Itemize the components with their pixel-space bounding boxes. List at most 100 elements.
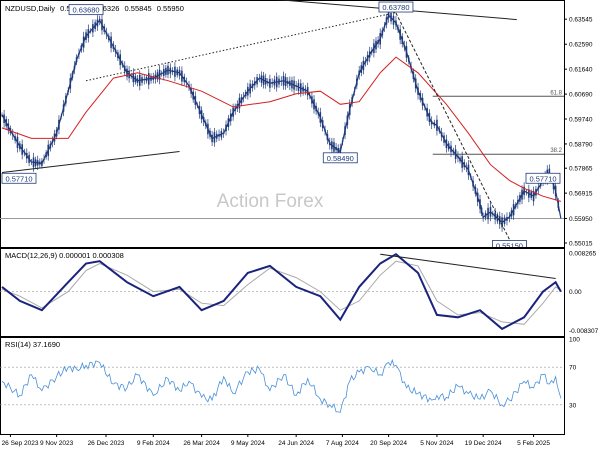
candle-body [174,66,176,77]
candle-body [229,113,232,122]
candle-body [47,144,50,157]
candle-body [213,132,216,143]
candle-body [141,77,143,83]
trendline [85,12,397,82]
candle-body [209,130,211,137]
rsi-line [1,358,562,413]
candle-body [5,119,8,127]
candle-body [45,152,47,158]
candle-body [92,24,94,33]
x-tick-label: 19 Dec 2024 [465,440,502,447]
candle-body [319,112,322,123]
macd-panel-frame [0,248,565,337]
candle-body [548,168,551,176]
candle-body [143,79,146,81]
candle-body [71,72,74,79]
candle-body [295,85,297,87]
candle-body [421,97,424,106]
x-tick-label: 26 Sep 2023 [2,440,39,447]
candle-body [196,104,199,106]
x-tick-label: 24 Jun 2024 [278,440,314,447]
candle-body [80,45,83,51]
candle-body [16,136,19,148]
candle-body [479,199,481,209]
candle-body [205,122,207,126]
candle-body [3,114,5,124]
candle-body [364,60,367,63]
candle-body [123,65,126,72]
candle-body [112,44,115,49]
candle-body [482,217,484,218]
candle-body [521,189,523,200]
candle-body [489,207,492,217]
candle-body [264,78,267,85]
candle-body [539,182,542,187]
candle-body [32,157,35,168]
candle-body [19,143,21,150]
candle-body [167,65,169,75]
candle-body [176,69,179,76]
candle-body [469,175,472,178]
candle-body [494,212,496,220]
candle-body [260,75,263,83]
candle-body [200,110,203,120]
candle-body [181,70,183,82]
candle-body [192,91,195,100]
rsi-plot [0,358,564,413]
candle-body [171,70,174,73]
x-tick-label: 7 Aug 2024 [326,440,359,447]
price-axis: 0.63545 0.62590 0.61640 0.60690 0.59740 0.587… [564,17,593,247]
y-tick-label: 0.55950 [569,216,593,223]
header-low: 0.55845 [125,4,152,13]
candle-body [43,158,45,160]
candle-body [484,212,487,218]
candle-body [266,81,269,84]
candle-body [178,69,181,76]
candle-body [14,136,16,141]
candle-body [82,36,85,48]
candle-body [232,107,234,117]
candle-body [190,87,192,94]
candle-body [328,142,331,146]
candle-body [403,44,406,48]
candle-body [188,84,190,88]
y-tick-label: 0.57865 [569,166,593,173]
candle-body [202,117,205,122]
candle-body [552,180,555,190]
macd-trendline [380,253,556,279]
candle-body [554,185,557,197]
header-high: 0.56326 [92,4,119,13]
candle-body [67,90,69,93]
candle-body [508,216,511,218]
candle-body [450,145,452,153]
candle-body [169,67,172,74]
macd-axis: 0.008265 0.00 -0.008307 [569,250,599,334]
candle-body [452,150,455,153]
candle-body [207,123,209,135]
annotation-label: 0.63780 [382,3,409,12]
candle-body [60,115,63,117]
candle-body [249,83,251,94]
reference-line-label: 61.8 [550,90,562,96]
annotation-box [492,240,527,247]
candle-body [110,36,112,48]
candle-body [62,104,65,112]
x-tick-label: 9 May 2024 [231,440,265,447]
price-annotation: 0.63680 [68,4,104,16]
candle-body [419,93,422,100]
candle-body [344,126,346,135]
x-tick-label: 26 Dec 2023 [88,440,125,447]
candle-body [405,46,408,58]
candle-body [510,210,513,217]
candle-body [443,135,445,143]
candle-body [417,87,419,95]
candle-body [126,68,128,77]
candle-body [299,83,302,93]
candle-body [537,187,540,190]
candle-body [412,71,415,80]
candle-body [94,22,96,30]
candle-body [428,112,431,123]
price-annotation: 0.58490 [322,152,358,164]
candle-body [438,128,441,132]
macd-signal-line [1,260,562,325]
